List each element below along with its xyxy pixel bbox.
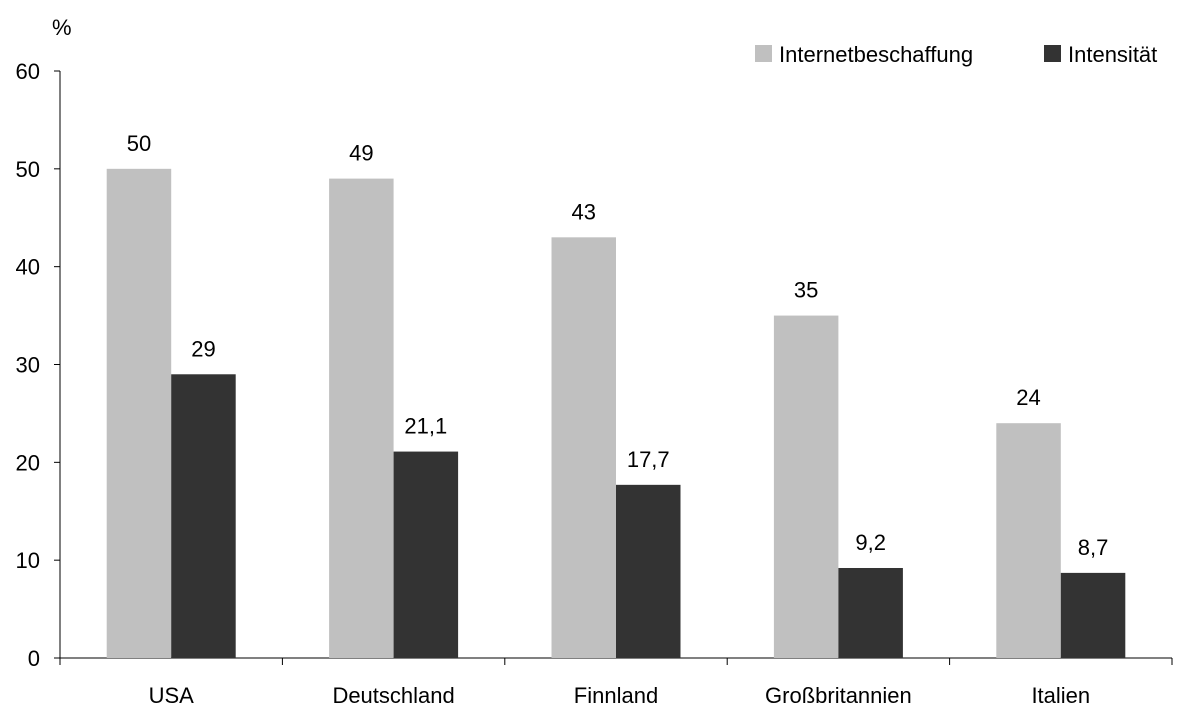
legend-label-intensitaet: Intensität — [1068, 42, 1157, 67]
data-label-intensitaet-deutschland: 21,1 — [404, 414, 447, 439]
y-tick-label: 30 — [16, 353, 40, 378]
data-label-intensitaet-usa: 29 — [191, 336, 215, 361]
bars — [106, 168, 1126, 659]
legend: Internetbeschaffung Intensität — [755, 42, 1157, 67]
data-labels: 50 29 49 21,1 43 17,7 35 9,2 24 8,7 — [127, 131, 1109, 560]
bar-intensitaet-deutschland — [393, 451, 459, 658]
x-axis: USA Deutschland Finnland Großbritannien Ital… — [59, 657, 1173, 708]
data-label-internetbeschaffung-finnland: 43 — [572, 199, 596, 224]
bar-internetbeschaffung-deutschland — [329, 178, 394, 658]
legend-swatch-intensitaet — [1044, 45, 1061, 62]
bar-intensitaet-finnland — [616, 484, 681, 658]
bar-intensitaet-usa — [171, 374, 236, 658]
bar-internetbeschaffung-italien — [996, 423, 1061, 658]
bar-intensitaet-italien — [1060, 572, 1126, 658]
bar-internetbeschaffung-usa — [106, 168, 172, 659]
y-tick-label: 60 — [16, 59, 40, 84]
y-tick-label: 20 — [16, 450, 40, 475]
data-label-internetbeschaffung-deutschland: 49 — [349, 141, 373, 166]
y-axis: 0 10 20 30 40 50 60 — [16, 59, 61, 671]
x-tick-label-usa: USA — [149, 683, 195, 708]
data-label-internetbeschaffung-italien: 24 — [1016, 385, 1040, 410]
data-label-internetbeschaffung-grossbritannien: 35 — [794, 278, 818, 303]
legend-swatch-internetbeschaffung — [755, 45, 772, 62]
y-tick-label: 10 — [16, 548, 40, 573]
x-tick-label-deutschland: Deutschland — [332, 683, 454, 708]
y-tick-label: 0 — [28, 646, 40, 671]
data-label-intensitaet-grossbritannien: 9,2 — [855, 530, 886, 555]
y-tick-label: 50 — [16, 157, 40, 182]
x-tick-label-italien: Italien — [1031, 683, 1090, 708]
y-axis-unit-label: % — [52, 15, 72, 40]
y-tick-label: 40 — [16, 255, 40, 280]
data-label-intensitaet-finnland: 17,7 — [627, 447, 670, 472]
x-tick-label-finnland: Finnland — [574, 683, 658, 708]
bar-internetbeschaffung-finnland — [551, 237, 616, 659]
bar-intensitaet-grossbritannien — [838, 567, 903, 658]
data-label-intensitaet-italien: 8,7 — [1078, 535, 1109, 560]
data-label-internetbeschaffung-usa: 50 — [127, 131, 151, 156]
legend-label-internetbeschaffung: Internetbeschaffung — [779, 42, 973, 67]
x-tick-label-grossbritannien: Großbritannien — [765, 683, 912, 708]
bar-internetbeschaffung-grossbritannien — [773, 315, 839, 658]
